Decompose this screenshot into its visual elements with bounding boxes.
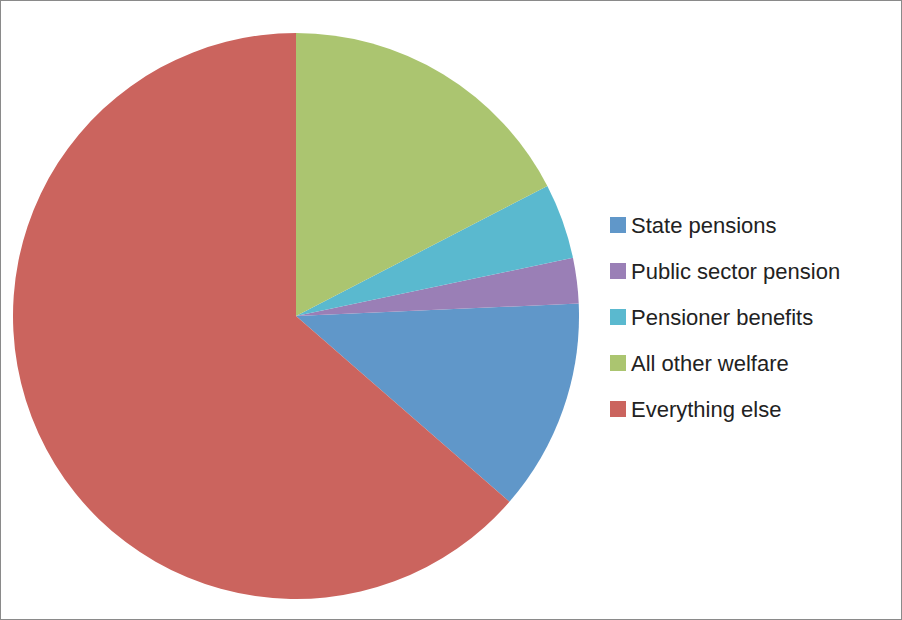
svg-text:All other welfare: All other welfare [631,351,789,376]
svg-text:Pensioner benefits: Pensioner benefits [631,305,813,330]
svg-text:Everything else: Everything else [631,397,781,422]
svg-text:State pensions: State pensions [631,213,777,238]
svg-text:Public sector pension: Public sector pension [631,259,840,284]
